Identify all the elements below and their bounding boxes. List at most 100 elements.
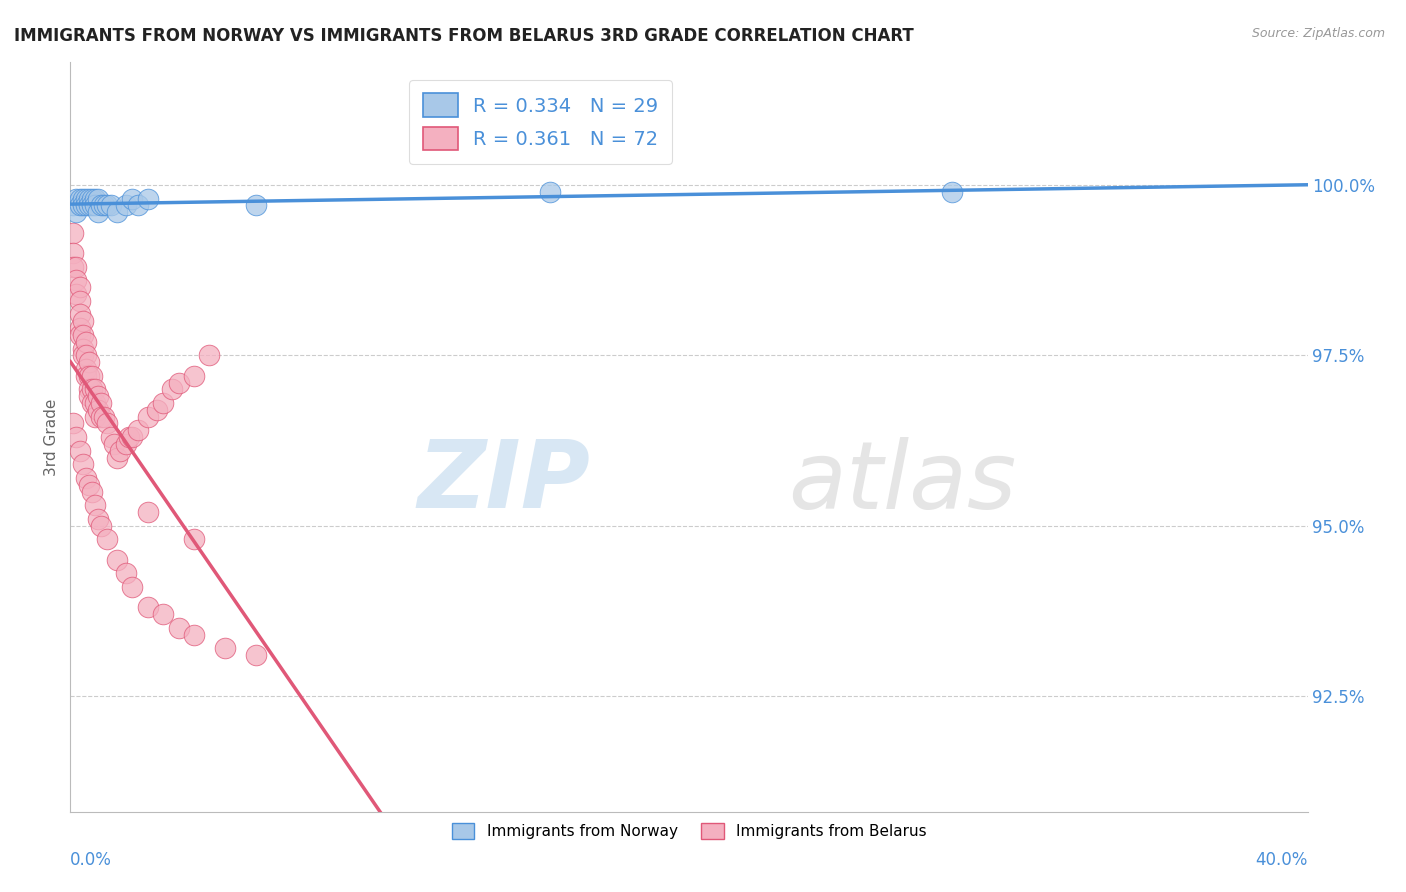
Point — [65, 273, 87, 287]
Point — [77, 192, 100, 206]
Point — [75, 368, 97, 383]
Point — [75, 334, 97, 349]
Point — [75, 471, 97, 485]
Point — [183, 627, 205, 641]
Point — [90, 409, 112, 424]
Point — [75, 362, 97, 376]
Point — [87, 192, 110, 206]
Text: Source: ZipAtlas.com: Source: ZipAtlas.com — [1251, 27, 1385, 40]
Point — [90, 518, 112, 533]
Point — [69, 198, 91, 212]
Point — [84, 383, 107, 397]
Point — [65, 430, 87, 444]
Point — [90, 396, 112, 410]
Point — [136, 409, 159, 424]
Point — [103, 437, 125, 451]
Point — [105, 552, 128, 566]
Point — [72, 327, 94, 342]
Point — [245, 648, 267, 662]
Y-axis label: 3rd Grade: 3rd Grade — [44, 399, 59, 475]
Point — [115, 198, 138, 212]
Point — [96, 417, 118, 431]
Point — [162, 383, 184, 397]
Point — [941, 185, 963, 199]
Text: ZIP: ZIP — [418, 436, 591, 528]
Point — [72, 348, 94, 362]
Point — [121, 580, 143, 594]
Point — [65, 205, 87, 219]
Point — [62, 260, 84, 274]
Point — [80, 198, 103, 212]
Point — [93, 198, 115, 212]
Point — [77, 355, 100, 369]
Point — [136, 505, 159, 519]
Point — [152, 607, 174, 622]
Point — [84, 198, 107, 212]
Point — [100, 430, 122, 444]
Point — [72, 458, 94, 472]
Point — [69, 293, 91, 308]
Point — [127, 198, 149, 212]
Point — [75, 198, 97, 212]
Point — [136, 600, 159, 615]
Point — [80, 192, 103, 206]
Point — [152, 396, 174, 410]
Point — [121, 192, 143, 206]
Point — [77, 368, 100, 383]
Point — [183, 368, 205, 383]
Point — [183, 533, 205, 547]
Point — [77, 383, 100, 397]
Point — [167, 621, 190, 635]
Point — [77, 198, 100, 212]
Point — [136, 192, 159, 206]
Point — [105, 205, 128, 219]
Point — [538, 185, 561, 199]
Point — [167, 376, 190, 390]
Point — [72, 192, 94, 206]
Point — [115, 437, 138, 451]
Point — [146, 402, 169, 417]
Point — [75, 348, 97, 362]
Point — [214, 641, 236, 656]
Text: 0.0%: 0.0% — [70, 851, 112, 869]
Point — [75, 192, 97, 206]
Text: 40.0%: 40.0% — [1256, 851, 1308, 869]
Point — [96, 533, 118, 547]
Point — [118, 430, 141, 444]
Point — [77, 389, 100, 403]
Point — [72, 314, 94, 328]
Point — [96, 198, 118, 212]
Text: IMMIGRANTS FROM NORWAY VS IMMIGRANTS FROM BELARUS 3RD GRADE CORRELATION CHART: IMMIGRANTS FROM NORWAY VS IMMIGRANTS FRO… — [14, 27, 914, 45]
Point — [93, 409, 115, 424]
Point — [84, 396, 107, 410]
Point — [62, 417, 84, 431]
Point — [87, 205, 110, 219]
Point — [80, 396, 103, 410]
Point — [84, 498, 107, 512]
Point — [62, 198, 84, 212]
Point — [62, 226, 84, 240]
Point — [121, 430, 143, 444]
Point — [127, 423, 149, 437]
Point — [198, 348, 221, 362]
Point — [84, 192, 107, 206]
Point — [100, 198, 122, 212]
Point — [69, 321, 91, 335]
Point — [72, 198, 94, 212]
Point — [72, 342, 94, 356]
Point — [80, 484, 103, 499]
Point — [65, 192, 87, 206]
Point — [69, 308, 91, 322]
Point — [69, 443, 91, 458]
Legend: Immigrants from Norway, Immigrants from Belarus: Immigrants from Norway, Immigrants from … — [446, 817, 932, 846]
Point — [84, 409, 107, 424]
Point — [115, 566, 138, 581]
Point — [80, 368, 103, 383]
Point — [65, 260, 87, 274]
Point — [65, 287, 87, 301]
Point — [87, 389, 110, 403]
Point — [108, 443, 131, 458]
Point — [245, 198, 267, 212]
Point — [87, 512, 110, 526]
Point — [69, 280, 91, 294]
